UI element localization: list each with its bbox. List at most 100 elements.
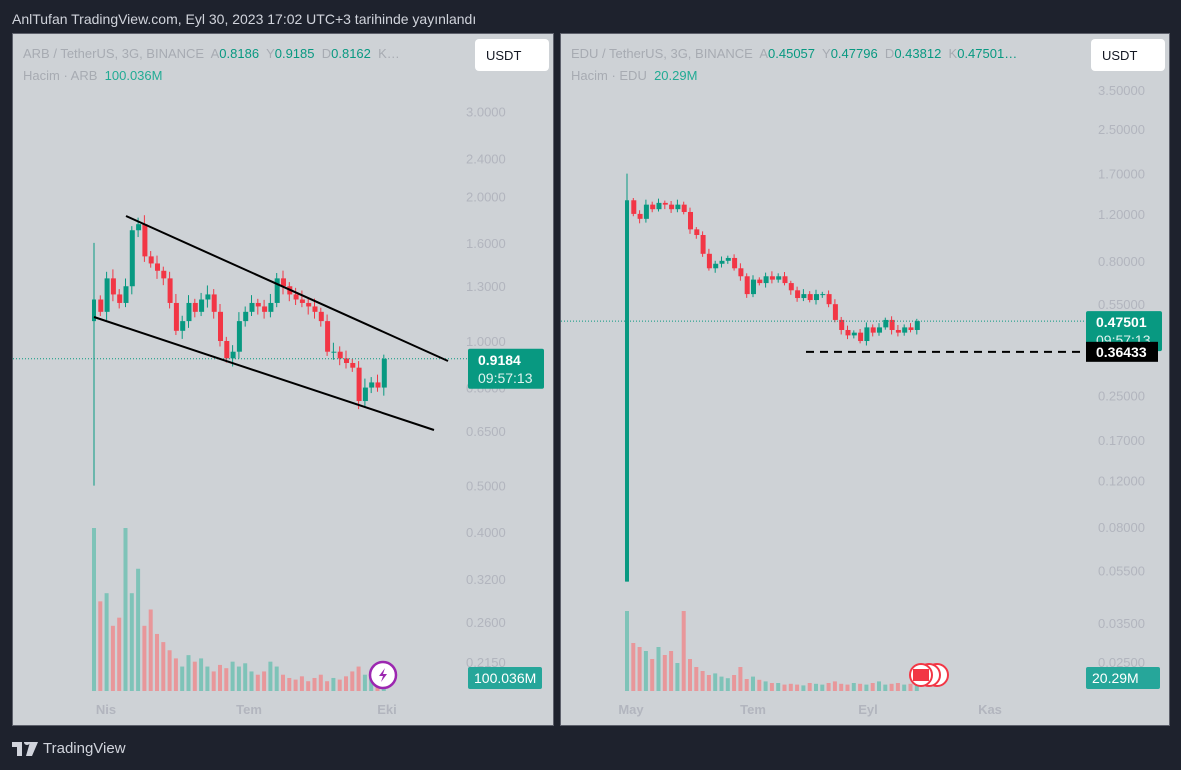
chart-panel-arb[interactable]: 3.00002.40002.00001.60001.30001.00000.80… — [12, 33, 554, 726]
close-value: 0.47501… — [957, 46, 1018, 61]
chart-panel-edu[interactable]: 3.50000 2.50000 1.70000 1.20000 0.80000 0.550… — [560, 33, 1170, 726]
candle-body — [700, 235, 706, 254]
volume-bar — [268, 661, 273, 691]
price-axis-label: 1.20000 — [1098, 207, 1145, 222]
currency-button[interactable]: USDT — [475, 39, 549, 71]
volume-bar — [832, 681, 837, 691]
arb-ohlc-legend: ARB / TetherUS, 3G, BINANCE A0.8186 Y0.9… — [23, 46, 400, 61]
volume-bar — [706, 675, 711, 691]
edu-ohlc-legend: EDU / TetherUS, 3G, BINANCE A0.45057 Y0.… — [571, 46, 1017, 61]
volume-bar — [744, 679, 749, 691]
edu-chart-canvas[interactable]: 3.50000 2.50000 1.70000 1.20000 0.80000 0.550… — [561, 34, 1171, 727]
candle-body — [117, 294, 123, 303]
candle-body — [312, 306, 318, 312]
price-axis-label: 2.4000 — [466, 151, 506, 166]
symbol-label[interactable]: ARB / TetherUS, 3G, BINANCE — [23, 46, 205, 61]
candle-body — [706, 253, 712, 269]
candle-body — [776, 276, 782, 280]
volume-bar — [769, 683, 774, 691]
tradingview-logo[interactable]: TradingView — [12, 740, 126, 757]
volume-bar — [255, 674, 260, 691]
candle-body — [274, 278, 280, 303]
candle-body — [148, 256, 154, 264]
symbol-label[interactable]: EDU / TetherUS, 3G, BINANCE — [571, 46, 753, 61]
candle-body — [845, 329, 851, 336]
volume-bar — [870, 683, 875, 691]
price-axis-label: 0.25000 — [1098, 388, 1145, 403]
volume-bar — [161, 642, 166, 691]
volume-bar — [356, 666, 361, 691]
candle-body — [769, 276, 775, 280]
volume-bar — [293, 679, 298, 691]
volume-bar — [700, 671, 705, 691]
candle-body — [738, 268, 744, 277]
candle-body — [236, 321, 242, 352]
candle-body — [895, 329, 901, 333]
candle-body — [757, 279, 763, 284]
candle-body — [820, 294, 826, 296]
candle-body — [173, 302, 179, 331]
candle-body — [192, 302, 198, 312]
candle-body — [625, 200, 629, 582]
volume-bar — [845, 684, 850, 691]
candle-body — [669, 204, 675, 210]
trend-line-lower — [93, 316, 435, 431]
candle-body — [662, 202, 668, 205]
candle-body — [104, 278, 110, 312]
volume-bar — [895, 683, 900, 691]
candle-body — [98, 299, 104, 312]
volume-bar — [807, 683, 812, 691]
price-axis-label: 0.17000 — [1098, 433, 1145, 448]
volume-bar — [839, 683, 844, 691]
candle-body — [732, 257, 738, 269]
volume-bar — [262, 671, 267, 691]
low-value: 0.43812 — [894, 46, 942, 61]
volume-bar — [801, 685, 806, 691]
candle-body — [908, 327, 914, 330]
candle-body — [751, 279, 756, 295]
time-axis-label: Tem — [740, 702, 766, 717]
volume-bar — [123, 528, 128, 691]
volume-bar — [625, 611, 629, 691]
volume-value: 20.29M — [654, 68, 698, 83]
candle-body — [864, 327, 870, 342]
volume-bar — [662, 655, 667, 691]
volume-bar — [148, 609, 153, 691]
candle-body — [123, 286, 129, 303]
level-badge — [1086, 341, 1158, 362]
volume-bar — [192, 661, 197, 691]
high-label: Y — [822, 46, 831, 61]
volume-bar — [218, 664, 222, 691]
volume-bar — [826, 683, 831, 691]
volume-bar — [104, 593, 109, 691]
price-badge — [1086, 311, 1162, 352]
candle-body — [211, 294, 217, 312]
volume-bar — [864, 684, 869, 691]
candle-body — [142, 224, 148, 257]
volume-bar — [631, 643, 636, 691]
candle-body — [744, 276, 750, 295]
candle-body — [877, 327, 882, 333]
candle-body — [325, 321, 331, 352]
candle-body — [832, 304, 838, 320]
price-axis-label: 3.50000 — [1098, 83, 1145, 98]
candle-body — [268, 302, 274, 312]
volume-bar — [788, 683, 793, 691]
candle-body — [129, 230, 135, 287]
volume-bar — [136, 568, 141, 691]
price-axis-label: 0.6500 — [466, 424, 506, 439]
volume-bar — [306, 681, 311, 691]
volume-badge-value: 100.036M — [474, 670, 536, 686]
time-axis-label: May — [618, 702, 644, 717]
volume-badge-value: 20.29M — [1092, 670, 1139, 686]
volume-label: Hacim · EDU — [571, 68, 647, 83]
currency-button[interactable]: USDT — [1091, 39, 1165, 71]
volume-bar — [889, 683, 894, 691]
candle-body — [136, 224, 142, 231]
volume-badge — [1086, 667, 1160, 689]
candle-body — [344, 358, 349, 363]
countdown-value: 09:57:13 — [478, 370, 533, 386]
open-label: A — [759, 46, 769, 61]
arb-chart-canvas[interactable]: 3.00002.40002.00001.60001.30001.00000.80… — [13, 34, 555, 727]
candle-body — [375, 382, 381, 388]
